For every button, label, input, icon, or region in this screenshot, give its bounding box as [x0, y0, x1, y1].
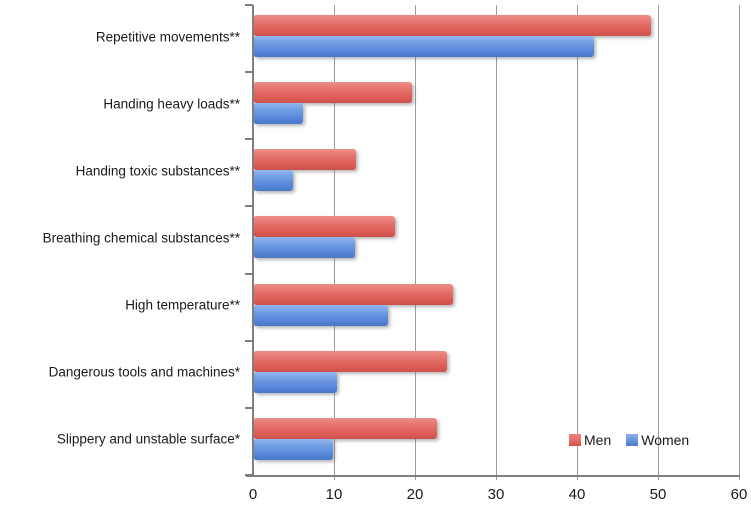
x-tick-label: 0 — [248, 486, 258, 503]
y-axis-tick — [245, 71, 253, 74]
y-axis-tick — [245, 474, 253, 476]
category-label: Dangerous tools and machines* — [48, 364, 240, 380]
category-label: Repetitive movements** — [95, 29, 240, 44]
category-labels: Repetitive movements** Handing heavy load… — [0, 5, 246, 475]
bar-men — [254, 350, 447, 372]
bar-men — [254, 82, 412, 104]
x-tick-label: 50 — [649, 486, 667, 503]
bar-men — [254, 216, 395, 238]
legend-swatch-men — [569, 434, 581, 446]
legend-label-men: Men — [584, 432, 612, 448]
y-axis-tick — [245, 272, 253, 275]
x-tick-label: 10 — [325, 486, 343, 503]
gridline — [657, 5, 659, 480]
y-axis-tick — [245, 339, 253, 342]
y-axis-tick — [245, 138, 253, 141]
x-axis-line — [246, 475, 740, 477]
bar-men — [254, 15, 651, 36]
category-label: Slippery and unstable surface* — [56, 431, 240, 447]
x-tick-label: 20 — [406, 486, 424, 503]
category-label: High temperature** — [125, 297, 240, 313]
bar-men — [254, 417, 438, 439]
bar-women — [254, 170, 293, 192]
legend-label-women: Women — [641, 432, 690, 448]
bar-women — [254, 304, 389, 326]
bar-women — [254, 438, 334, 460]
bar-women — [254, 103, 303, 125]
gridline — [414, 5, 416, 480]
gridline — [495, 5, 497, 480]
y-axis-tick — [245, 4, 253, 6]
x-axis-labels: 0 10 20 30 40 50 60 — [0, 486, 751, 506]
bar-men — [254, 149, 357, 171]
y-axis-line — [252, 5, 254, 475]
bar-women — [254, 371, 337, 393]
x-tick-label: 60 — [730, 486, 748, 503]
gridline — [576, 5, 578, 480]
bar-women — [254, 36, 595, 57]
legend-swatch-women — [626, 434, 639, 446]
legend: Men Women — [569, 432, 689, 448]
gridline — [738, 5, 740, 480]
bar-women — [254, 237, 356, 259]
category-label: Handing toxic substances** — [75, 163, 240, 179]
y-axis-tick — [245, 406, 253, 409]
x-tick-label: 30 — [487, 486, 505, 503]
bar-men — [254, 283, 454, 305]
x-tick-label: 40 — [568, 486, 586, 503]
category-label: Handing heavy loads** — [103, 96, 240, 112]
y-axis-tick — [245, 205, 253, 208]
plot-area: Men Women — [245, 4, 740, 480]
category-label: Breathing chemical substances** — [42, 230, 240, 246]
